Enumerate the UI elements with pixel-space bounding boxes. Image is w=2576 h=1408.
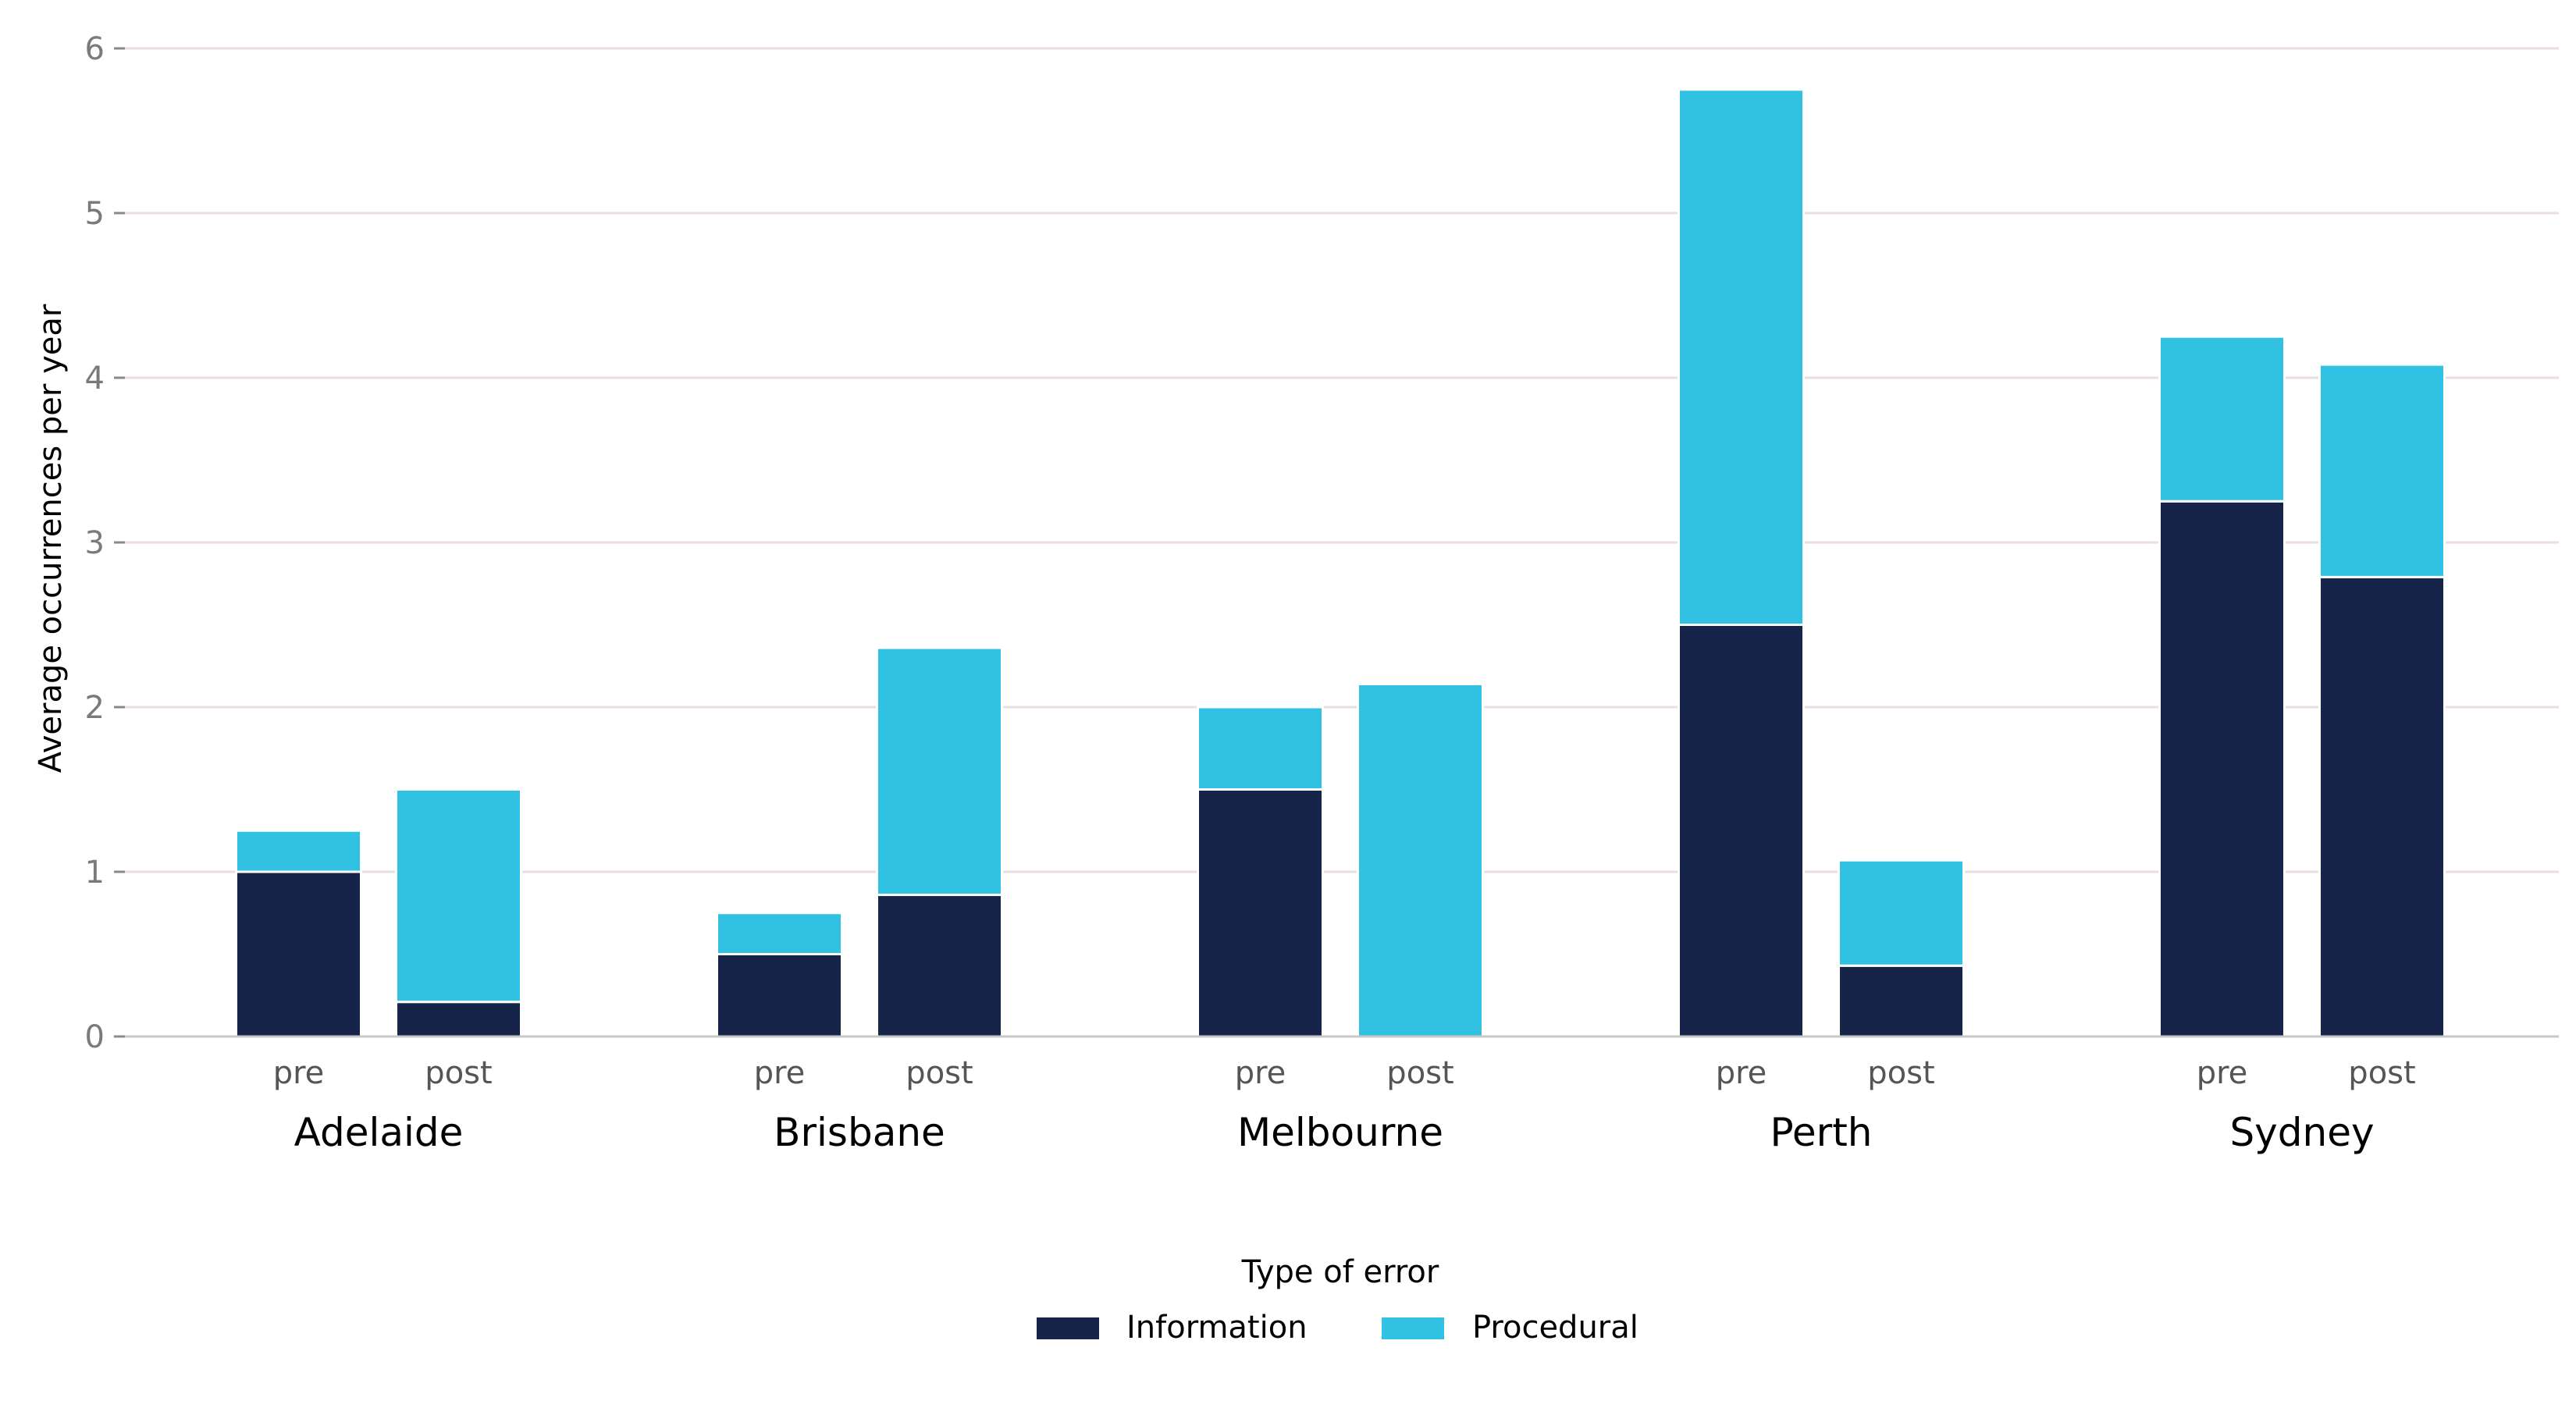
bars: [235, 88, 2446, 1038]
phase-label: pre: [2197, 1055, 2248, 1091]
group-label: Perth: [1770, 1110, 1873, 1155]
phase-label: post: [425, 1055, 492, 1091]
phase-label: post: [2348, 1055, 2415, 1091]
bar-procedural-sydney-pre: [2158, 335, 2286, 503]
phase-label: pre: [754, 1055, 806, 1091]
bar-information-brisbane-post: [876, 894, 1003, 1038]
phase-label: post: [1386, 1055, 1453, 1091]
legend-label-procedural: Procedural: [1472, 1310, 1638, 1346]
y-tick-label: 2: [85, 690, 105, 726]
bar-procedural-adelaide-pre: [235, 829, 362, 873]
gridlines: [125, 47, 2559, 873]
bar-procedural-perth-pre: [1678, 88, 1805, 626]
bar-information-adelaide-pre: [235, 870, 362, 1038]
y-tick-label: 3: [85, 525, 105, 561]
phase-label: pre: [273, 1055, 325, 1091]
group-label: Adelaide: [294, 1110, 464, 1155]
bar-procedural-melbourne-pre: [1197, 706, 1324, 791]
bar-information-melbourne-pre: [1197, 788, 1324, 1038]
legend-title: Type of error: [1241, 1254, 1439, 1290]
legend-swatch-information: [1037, 1317, 1099, 1339]
bar-procedural-brisbane-post: [876, 646, 1003, 897]
legend-label-information: Information: [1126, 1310, 1308, 1346]
bar-procedural-sydney-post: [2318, 363, 2446, 578]
phase-label: post: [1867, 1055, 1934, 1091]
bar-procedural-adelaide-post: [395, 788, 522, 1004]
phase-label: pre: [1235, 1055, 1286, 1091]
y-tick-label: 6: [85, 31, 105, 67]
bar-information-sydney-post: [2318, 575, 2446, 1038]
group-label: Sydney: [2229, 1110, 2374, 1155]
bar-information-perth-post: [1838, 964, 1965, 1038]
bar-information-perth-pre: [1678, 624, 1805, 1038]
bar-procedural-melbourne-post: [1357, 682, 1484, 1038]
phase-label: post: [906, 1055, 973, 1091]
bar-information-sydney-pre: [2158, 500, 2286, 1038]
axes: 0 1 2 3 4 5 6 pre post Adelaide pre post Brisbane pre…: [85, 31, 2559, 1155]
bar-procedural-perth-post: [1838, 859, 1965, 967]
group-label: Brisbane: [774, 1110, 945, 1155]
y-tick-label: 0: [85, 1019, 105, 1055]
legend: Type of error Information Procedural: [1037, 1254, 1638, 1346]
y-tick-label: 5: [85, 196, 105, 232]
y-tick-label: 4: [85, 361, 105, 396]
bar-information-adelaide-post: [395, 1001, 522, 1038]
legend-swatch-procedural: [1382, 1317, 1444, 1339]
y-axis-title: Average occurrences per year: [33, 304, 69, 773]
phase-label: pre: [1716, 1055, 1767, 1091]
bar-procedural-brisbane-pre: [716, 912, 843, 955]
group-label: Melbourne: [1237, 1110, 1443, 1155]
bar-information-brisbane-pre: [716, 953, 843, 1038]
y-tick-label: 1: [85, 855, 105, 891]
